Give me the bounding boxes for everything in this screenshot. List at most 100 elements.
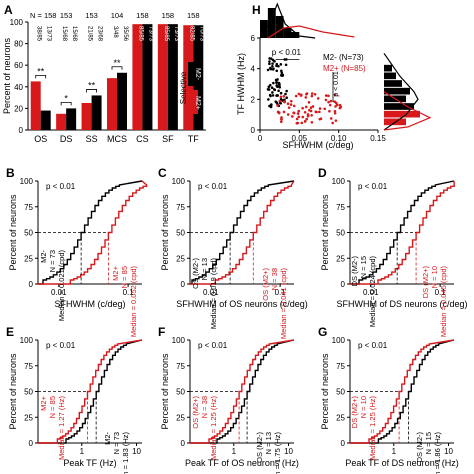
panel-a-group-label: CS <box>136 134 149 144</box>
significance-marker: ** <box>88 80 96 90</box>
panel-f-y-tick-label: 100 <box>172 336 186 345</box>
significance-marker: * <box>64 93 68 103</box>
marginal-bar-top <box>291 32 300 38</box>
panel-f-x-tick-label: 10 <box>284 447 293 456</box>
panel-b-y-label: Percent of neurons <box>8 194 18 271</box>
panel-h-x-label: SFHWHM (c/deg) <box>282 140 353 150</box>
panel-b-m2neg-annotation: Median = 0.021 (cpd) <box>57 250 66 322</box>
panel-a-group-n: 158 <box>136 11 149 20</box>
panel-f-y-tick-label: 25 <box>176 413 185 422</box>
scatter-point-m2pos <box>304 105 308 109</box>
panel-a-group-label: DS <box>60 134 73 144</box>
cdf-curve-m2pos <box>190 339 295 444</box>
scatter-point-m2pos <box>280 118 283 121</box>
panel-h-x-tick-label: 0.10 <box>331 134 347 143</box>
scatter-point-m2neg <box>267 88 271 91</box>
panel-d-m2neg-annotation: Median = 0.024 (cpd) <box>368 256 377 328</box>
panel-letter-d: D <box>318 166 327 180</box>
panel-h-y-label: TF HWHM (Hz) <box>236 53 246 115</box>
scatter-point-m2neg <box>275 85 279 88</box>
cdf-curve-m2pos <box>350 339 455 444</box>
scatter-point-m2pos <box>307 101 311 104</box>
panel-letter-g: G <box>318 325 327 339</box>
bar-m2pos-ds <box>56 113 67 130</box>
bar-m2pos-cs <box>132 24 143 130</box>
bar-m2neg-mcs <box>117 72 127 130</box>
marginal-bar-right <box>384 87 410 95</box>
panel-e-y-tick-label: 25 <box>24 413 33 422</box>
panel-a-y-tick-label: 20 <box>14 104 23 113</box>
scatter-point-m2pos <box>299 94 303 97</box>
scatter-point-m2pos <box>335 103 339 107</box>
scatter-point-m2pos <box>295 117 299 121</box>
scatter-point-m2pos <box>292 111 296 115</box>
panel-f-y-label: Percent of neurons <box>160 353 170 430</box>
panel-f-y-tick-label: 50 <box>176 388 185 397</box>
panel-a-fraction-m2neg: 35/56 <box>122 26 128 42</box>
scatter-point-m2pos <box>297 115 301 119</box>
scatter-point-m2pos <box>316 97 320 100</box>
panel-f-pvalue: p < 0.01 <box>198 341 228 350</box>
marginal-fit-top-m2neg <box>259 2 316 39</box>
panel-b-m2pos-annotation: N = 85 <box>120 266 129 288</box>
panel-b-pvalue: p < 0.01 <box>46 182 76 191</box>
panel-f-y-tick-label: 75 <box>176 362 185 371</box>
scatter-point-m2pos <box>318 110 321 114</box>
panel-g-x-tick-label: 10 <box>444 447 453 456</box>
panel-g-x-tick-label: 1 <box>392 447 397 456</box>
scatter-point-m2neg <box>267 85 271 89</box>
significance-bracket <box>86 89 97 93</box>
bar-m2neg-ss <box>91 95 102 130</box>
panel-a-group-n: 153 <box>60 11 73 20</box>
panel-a-y-tick-label: 100 <box>10 18 24 27</box>
scatter-point-m2pos <box>286 102 290 106</box>
scatter-point-m2pos <box>296 121 300 125</box>
scatter-point-m2pos <box>289 103 293 106</box>
scatter-point-m2neg <box>279 91 283 95</box>
scatter-point-m2pos <box>338 103 342 107</box>
scatter-point-m2pos <box>315 110 318 114</box>
cdf-curve-m2pos <box>38 339 143 444</box>
scatter-point-m2pos <box>296 112 300 115</box>
panel-b-y-tick-label: 100 <box>20 177 34 186</box>
panel-a-fraction-m2pos: 38/85 <box>36 26 42 42</box>
scatter-point-m2pos <box>282 94 286 98</box>
significance-bracket <box>35 75 47 79</box>
panel-h-legend-m2pos: M2+ (N=85) <box>323 64 366 73</box>
bar-m2neg-ds <box>66 108 77 130</box>
panel-h-x-tick-label: 0.05 <box>292 134 308 143</box>
panel-e-y-tick-label: 75 <box>24 362 33 371</box>
scatter-point-m2pos <box>310 120 314 124</box>
significance-bracket <box>111 66 123 70</box>
panel-g-m2pos-annotation: Median = 1.25 (Hz) <box>368 396 377 460</box>
panel-h-y-tick-label: 6 <box>251 34 256 43</box>
panel-f-y-tick-label: 0 <box>181 439 186 448</box>
scatter-point-m2pos <box>303 110 307 114</box>
panel-a-y-tick-label: 60 <box>14 61 23 70</box>
panel-a-group-n: 158 <box>187 11 200 20</box>
scatter-point-m2pos <box>324 98 328 102</box>
scatter-point-m2pos <box>318 107 322 110</box>
scatter-point-m2neg <box>269 66 272 70</box>
panel-d-m2pos-annotation: DS (M2+) <box>421 265 430 298</box>
scatter-point-m2pos <box>278 99 282 103</box>
legend-swatch-m2pos <box>188 90 198 114</box>
scatter-point-m2neg <box>280 71 284 75</box>
scatter-point-m2pos <box>333 93 337 97</box>
significance-marker: ** <box>113 58 121 68</box>
scatter-point-m2neg <box>270 86 274 89</box>
panel-e-y-tick-label: 100 <box>20 336 34 345</box>
legend-swatch-m2neg <box>188 62 198 86</box>
panel-h-y-tick-label: 4 <box>251 65 256 74</box>
panel-letter-h: H <box>252 3 261 17</box>
scatter-point-m2neg <box>285 96 288 100</box>
scatter-point-m2pos <box>306 113 310 116</box>
marginal-bar-top <box>283 28 292 38</box>
panel-a-group-n: 153 <box>85 11 98 20</box>
scatter-point-m2neg <box>275 62 279 66</box>
panel-e-x-label: Peak TF (Hz) <box>63 458 116 468</box>
significance-marker: ** <box>37 66 45 76</box>
panel-g-y-tick-label: 75 <box>336 362 345 371</box>
bar-m2neg-sf <box>167 24 178 130</box>
